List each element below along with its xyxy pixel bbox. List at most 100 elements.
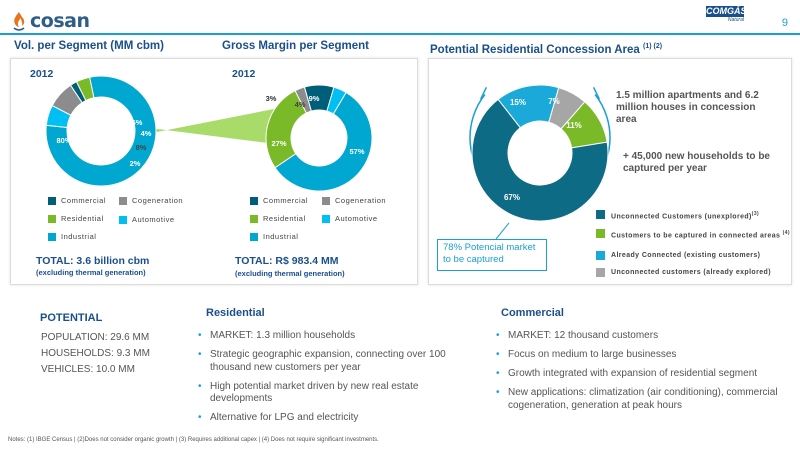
concession-legend-to-capture: Customers to be captured in connected ar… bbox=[596, 229, 790, 240]
donut-value-label: 67% bbox=[504, 193, 520, 202]
donut-value-label: 57% bbox=[349, 147, 364, 156]
vol-legend-label: Industrial bbox=[61, 232, 97, 241]
margin-legend-swatch bbox=[322, 214, 330, 223]
bracket-tick-left bbox=[479, 86, 488, 100]
vol-legend-label: Residential bbox=[61, 214, 104, 223]
list-item: Growth integrated with expansion of resi… bbox=[496, 368, 796, 381]
margin-legend-automotive: Automotive bbox=[322, 214, 378, 223]
concession-title: Potential Residential Concession Area (1… bbox=[430, 43, 662, 56]
margin-connector bbox=[150, 107, 284, 145]
page-number: 9 bbox=[781, 17, 788, 29]
list-item: Strategic geographic expansion, connecti… bbox=[198, 349, 478, 374]
concession-legend-label: Already Connected (existing customers) bbox=[611, 252, 761, 259]
donut-value-label: 80% bbox=[56, 136, 71, 145]
concession-legend-sup: (4) bbox=[782, 230, 790, 236]
margin-legend-swatch bbox=[250, 196, 258, 205]
vol-legend-swatch bbox=[119, 196, 127, 205]
list-item: MARKET: 12 thousand customers bbox=[496, 330, 796, 343]
donut-value-label: 2% bbox=[130, 159, 141, 168]
vol-legend-industrial: Industrial bbox=[48, 232, 96, 241]
volume-title: Vol. per Segment (MM cbm) bbox=[14, 40, 164, 52]
vol-legend-commercial: Commercial bbox=[48, 196, 106, 205]
margin-legend-label: Cogeneration bbox=[335, 196, 387, 205]
concession-legend-unexplored: Unconnected Customers (unexplored)(3) bbox=[596, 210, 790, 221]
concession-legend-sup: (3) bbox=[751, 211, 760, 217]
vol-legend-swatch bbox=[119, 215, 127, 224]
donut-slice-cogeneration bbox=[294, 86, 312, 114]
margin-legend-cogeneration: Cogeneration bbox=[322, 196, 386, 205]
volume-year: 2012 bbox=[30, 68, 54, 80]
concession-title-text: Potential Residential Concession Area bbox=[430, 43, 640, 56]
comgas-logo-bottom: Natural bbox=[727, 17, 744, 23]
donut-slice-industrial bbox=[274, 91, 373, 192]
margin-legend-swatch bbox=[250, 232, 258, 241]
vol-legend-label: Commercial bbox=[61, 196, 107, 205]
donut-value-label: 9% bbox=[309, 94, 320, 103]
footnotes: Notes: (1) IBGE Census | (2)Does not con… bbox=[8, 437, 379, 443]
volume-donut: 80% 6% 8% 2% 4% bbox=[45, 75, 157, 187]
concession-legend-swatch bbox=[596, 229, 605, 238]
residential-bullets: MARKET: 1.3 million households Strategic… bbox=[198, 330, 478, 431]
margin-legend-swatch bbox=[250, 214, 258, 223]
margin-total: TOTAL: R$ 983.4 MM bbox=[235, 255, 339, 267]
concession-legend-swatch bbox=[596, 210, 605, 219]
list-item: High potential market driven by new real… bbox=[198, 381, 478, 406]
potential-market-callout: 78% Potencial market to be captured bbox=[437, 239, 547, 271]
margin-legend-industrial: Industrial bbox=[250, 232, 298, 241]
potential-households: HOUSEHOLDS: 9.3 MM bbox=[41, 348, 150, 359]
comgas-logo-top: COMGÁS bbox=[706, 6, 747, 17]
vol-legend-swatch bbox=[48, 232, 56, 241]
margin-legend-label: Industrial bbox=[263, 232, 299, 241]
donut-value-label: 7% bbox=[548, 97, 560, 106]
callout-leader bbox=[495, 222, 510, 240]
concession-chart: 15% 7% 11% 67% bbox=[469, 84, 611, 240]
concession-legend-connected: Already Connected (existing customers) bbox=[596, 251, 790, 260]
potential-title: POTENTIAL bbox=[40, 312, 103, 324]
comgas-logo: COMGÁS Natural bbox=[706, 6, 747, 32]
donut-value-label: 27% bbox=[271, 139, 286, 148]
concession-legend-label: Customers to be captured in connected ar… bbox=[611, 232, 781, 240]
vol-legend-label: Cogeneration bbox=[132, 196, 184, 205]
commercial-title: Commercial bbox=[501, 307, 564, 319]
margin-legend-commercial: Commercial bbox=[250, 196, 308, 205]
donut-slice-residential bbox=[75, 76, 95, 102]
margin-legend-residential: Residential bbox=[250, 214, 306, 223]
margin-legend-label: Automotive bbox=[335, 214, 378, 223]
margin-legend-label: Residential bbox=[263, 214, 306, 223]
donut-value-label: 4% bbox=[295, 100, 306, 109]
residential-title: Residential bbox=[206, 307, 265, 319]
commercial-bullets: MARKET: 12 thousand customers Focus on m… bbox=[496, 330, 796, 419]
concession-legend-label: Unconnected customers (already explored) bbox=[611, 269, 771, 276]
margin-legend-swatch bbox=[322, 196, 330, 205]
concession-donut: 15% 7% 11% 67% bbox=[471, 84, 609, 222]
concession-title-sup: (1) (2) bbox=[643, 43, 663, 50]
volume-total: TOTAL: 3.6 billion cbm bbox=[36, 255, 150, 267]
list-item: New applications: climatization (air con… bbox=[496, 387, 796, 412]
concession-legend-explored: Unconnected customers (already explored) bbox=[596, 268, 790, 277]
potential-vehicles: VEHICLES: 10.0 MM bbox=[41, 364, 135, 375]
list-item: MARKET: 1.3 million households bbox=[198, 330, 478, 343]
vol-legend-cogeneration: Cogeneration bbox=[119, 196, 183, 205]
donut-value-label: 11% bbox=[566, 121, 582, 130]
donut-value-label: 15% bbox=[510, 98, 526, 107]
vol-legend-automotive: Automotive bbox=[119, 215, 175, 224]
donut-value-label: 4% bbox=[141, 129, 152, 138]
list-item: Alternative for LPG and electricity bbox=[198, 412, 478, 425]
header-rule bbox=[0, 33, 800, 35]
vol-legend-residential: Residential bbox=[48, 214, 104, 223]
margin-title: Gross Margin per Segment bbox=[222, 40, 369, 52]
bracket-tick-right bbox=[592, 86, 601, 100]
concession-text-new-households: + 45,000 new households to be captured p… bbox=[623, 151, 770, 174]
margin-legend-label: Commercial bbox=[263, 196, 309, 205]
concession-text-apartments: 1.5 million apartments and 6.2 million h… bbox=[616, 90, 759, 125]
vol-legend-swatch bbox=[48, 196, 56, 205]
cosan-flame-icon bbox=[13, 12, 25, 31]
margin-total-note: (excluding thermal generation) bbox=[235, 269, 345, 278]
cosan-logo: cosan bbox=[10, 9, 90, 33]
concession-legend-text: Customers to be captured in connected ar… bbox=[611, 229, 790, 240]
logo-text: cosan bbox=[30, 10, 90, 32]
vol-legend-label: Automotive bbox=[132, 215, 175, 224]
donut-slice-industrial bbox=[45, 75, 157, 187]
margin-year: 2012 bbox=[232, 68, 256, 80]
vol-legend-swatch bbox=[48, 214, 56, 223]
